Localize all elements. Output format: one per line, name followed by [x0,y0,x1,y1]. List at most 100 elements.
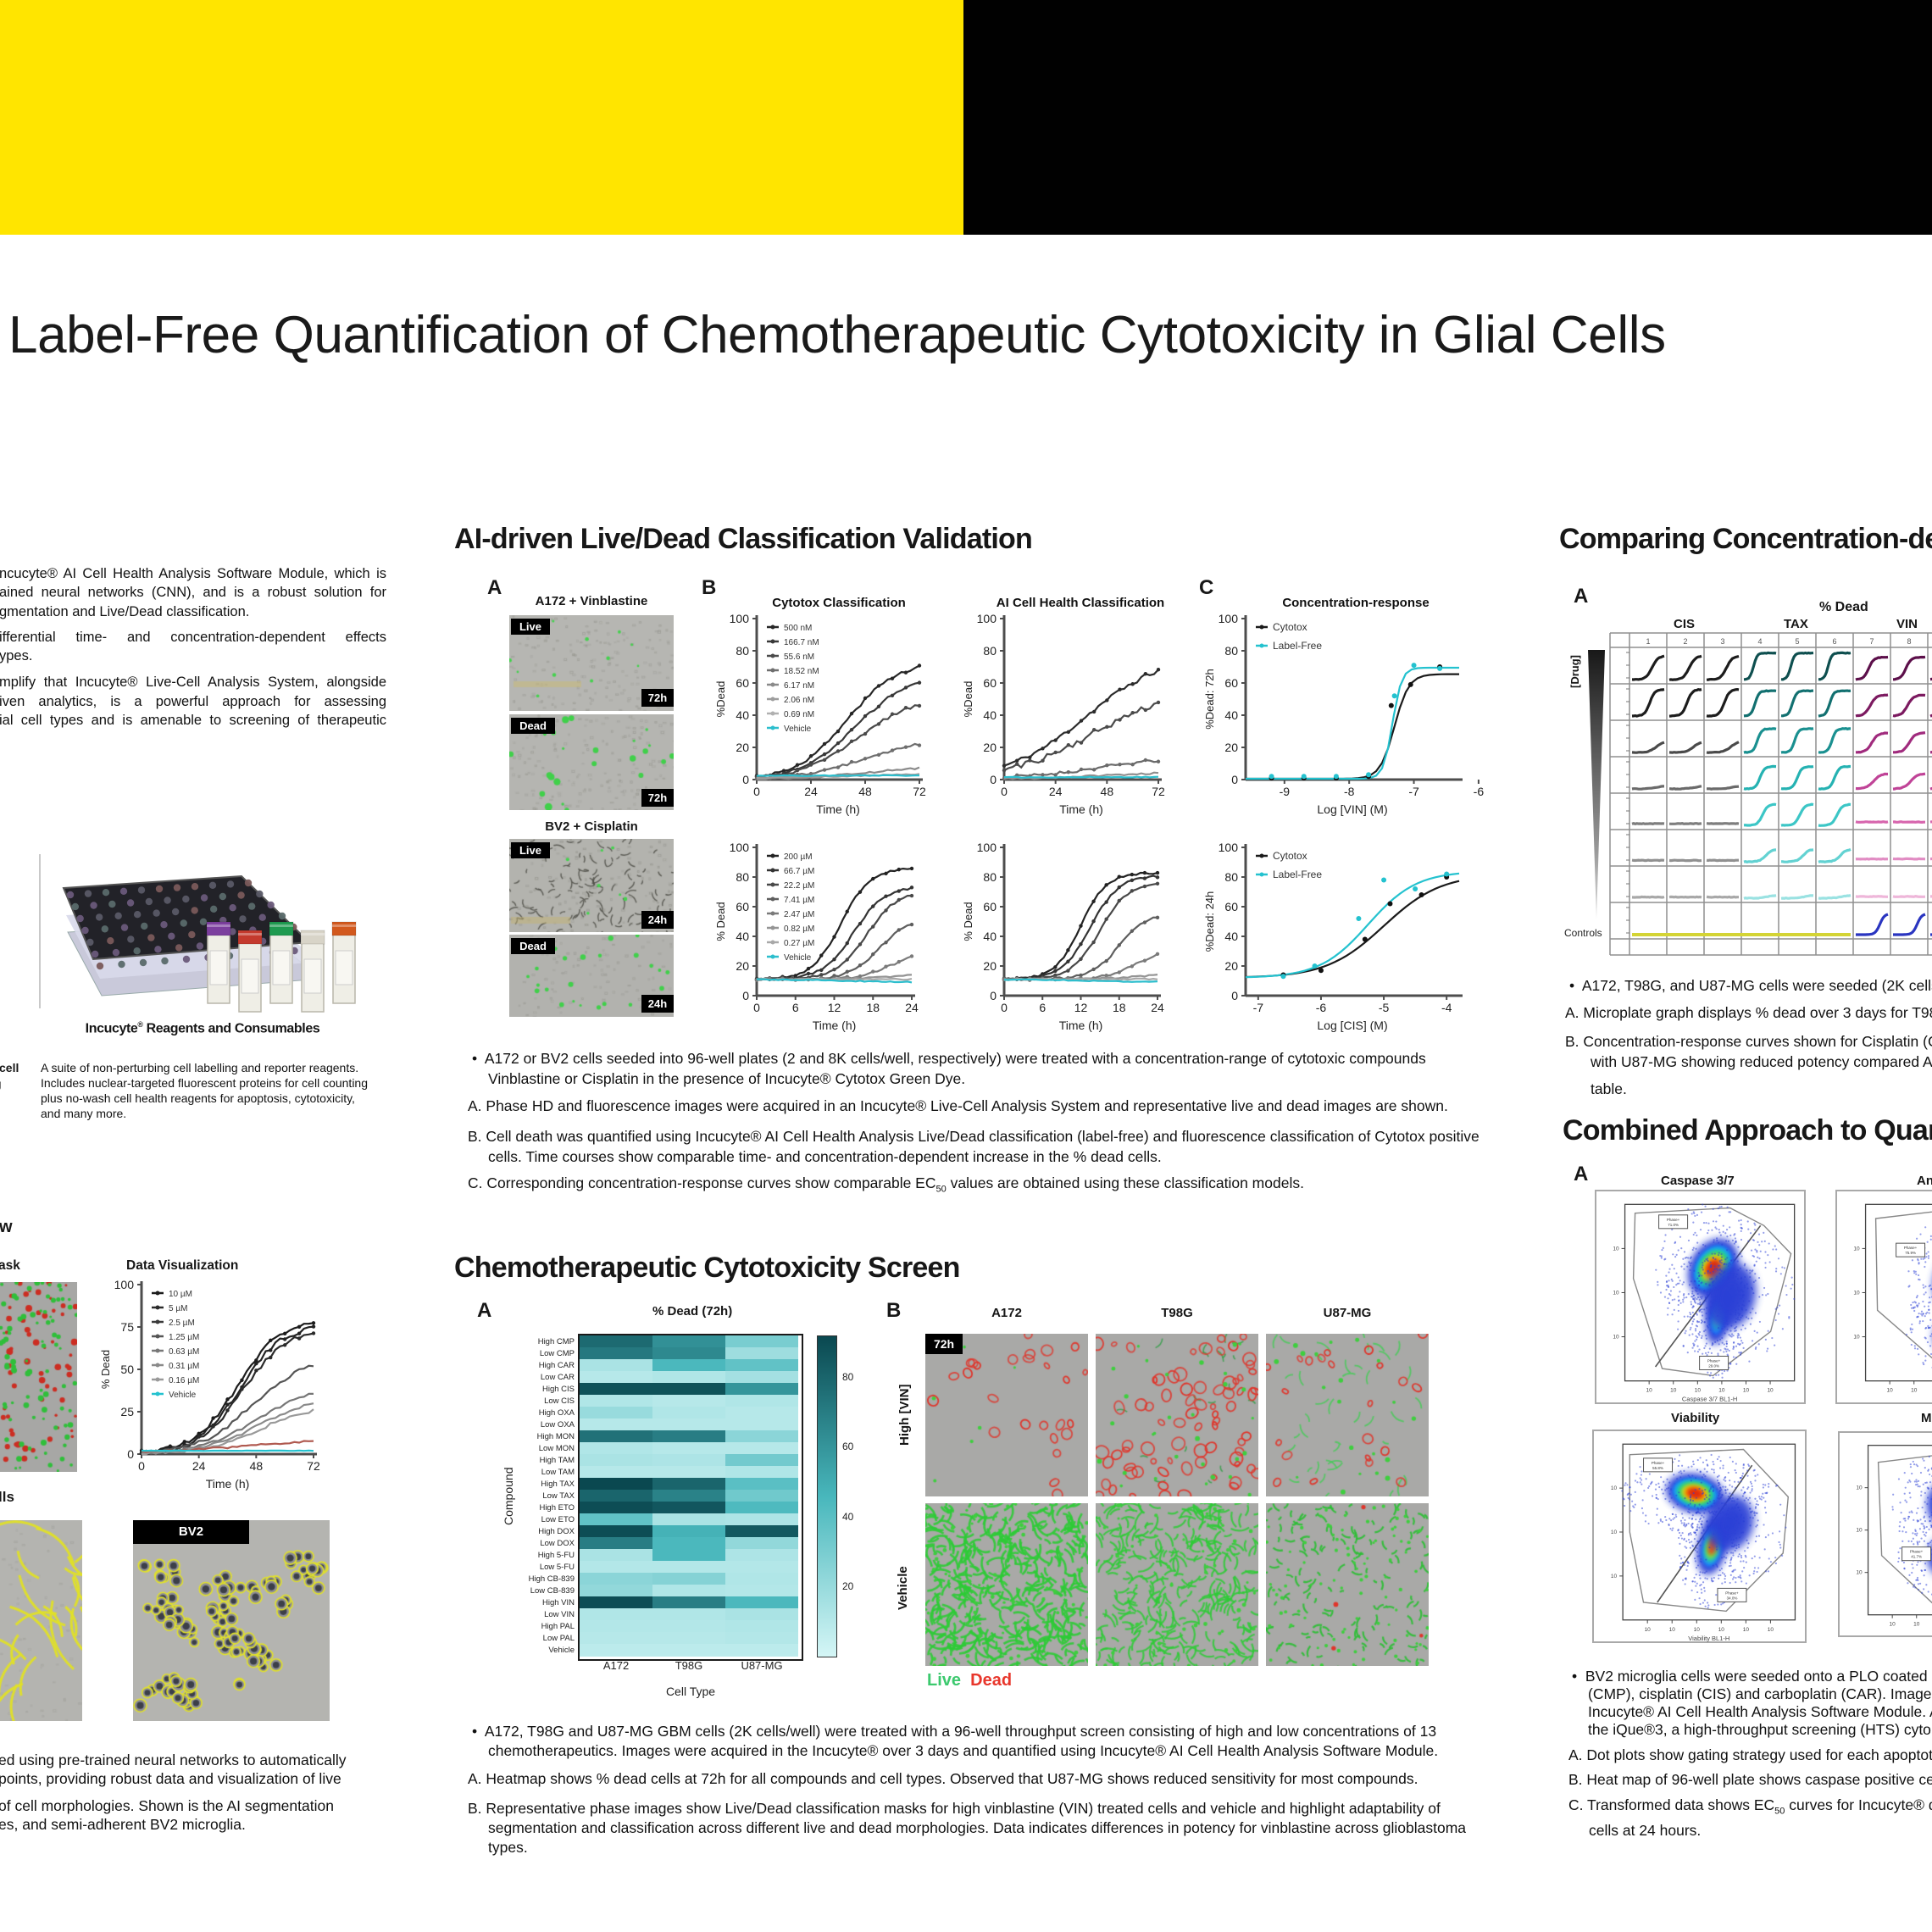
svg-text:3: 3 [1720,637,1724,646]
svg-text:2.47 µM: 2.47 µM [784,910,814,919]
svg-text:Phase+: Phase+ [1707,1358,1721,1363]
svg-text:Phase+: Phase+ [1904,1246,1918,1250]
svg-text:100: 100 [1219,612,1239,625]
svg-text:10: 10 [1718,1627,1725,1633]
svg-text:60: 60 [1224,676,1238,690]
svg-text:80: 80 [736,644,749,658]
svg-text:40: 40 [983,930,997,943]
svg-text:0: 0 [1001,1001,1008,1014]
svg-text:10: 10 [1887,1388,1894,1394]
svg-text:1.25 µM: 1.25 µM [169,1333,199,1342]
svg-text:10: 10 [1613,1335,1619,1341]
svg-text:%Dead: %Dead [962,681,974,718]
svg-text:Log [CIS] (M): Log [CIS] (M) [1317,1019,1387,1032]
svg-text:Vehicle: Vehicle [784,953,812,963]
svg-text:24: 24 [1151,1001,1164,1014]
svg-text:10 µM: 10 µM [169,1290,192,1299]
svg-text:10: 10 [1768,1627,1774,1633]
svg-text:20: 20 [983,741,997,754]
svg-text:Phase+: Phase+ [1910,1550,1924,1554]
svg-text:22.2 µM: 22.2 µM [784,881,814,891]
svg-text:% Dead: % Dead [962,902,974,941]
svg-text:Time (h): Time (h) [1059,802,1103,816]
svg-text:-7: -7 [1408,785,1419,798]
svg-text:10: 10 [1913,1622,1920,1628]
svg-text:24: 24 [804,785,818,798]
svg-text:60: 60 [1224,900,1238,913]
svg-text:10: 10 [1853,1246,1860,1252]
svg-text:12: 12 [1074,1001,1088,1014]
svg-text:55.6 nM: 55.6 nM [784,652,814,662]
svg-text:20: 20 [1224,959,1238,973]
svg-text:66.7 µM: 66.7 µM [784,867,814,876]
svg-text:10: 10 [1669,1627,1676,1633]
svg-text:6.17 nM: 6.17 nM [784,681,814,691]
svg-text:72: 72 [913,785,926,798]
svg-text:0.31 µM: 0.31 µM [169,1362,199,1371]
svg-text:40: 40 [1224,708,1238,722]
svg-text:100: 100 [114,1278,135,1291]
svg-text:40: 40 [736,930,749,943]
svg-text:8: 8 [1907,637,1911,646]
svg-text:80: 80 [736,870,749,884]
svg-text:Log [VIN] (M): Log [VIN] (M) [1317,802,1387,816]
svg-text:80: 80 [1224,870,1238,884]
svg-text:Concentration-response: Concentration-response [1282,596,1429,610]
svg-text:10: 10 [1646,1388,1653,1394]
svg-text:10: 10 [1856,1528,1863,1534]
svg-text:% Dead: % Dead [714,902,727,941]
svg-text:18: 18 [866,1001,880,1014]
svg-text:Label-Free: Label-Free [1273,869,1322,880]
svg-text:Phase+: Phase+ [1652,1461,1665,1465]
svg-text:0: 0 [753,785,760,798]
svg-text:%Dead: 24h: %Dead: 24h [1203,891,1216,952]
svg-text:40: 40 [736,708,749,722]
svg-text:10: 10 [1613,1290,1619,1296]
svg-text:25: 25 [120,1405,134,1418]
svg-text:10: 10 [1695,1388,1702,1394]
svg-text:5 µM: 5 µM [169,1304,187,1313]
svg-text:0: 0 [742,773,749,786]
svg-text:%Dead: 72h: %Dead: 72h [1203,669,1216,730]
svg-text:Label-Free: Label-Free [1273,640,1322,652]
svg-text:Vehicle: Vehicle [784,724,812,734]
svg-text:Phase+: Phase+ [1725,1591,1739,1595]
svg-text:7: 7 [1869,637,1874,646]
svg-text:Cytotox: Cytotox [1273,621,1307,633]
svg-text:-7: -7 [1253,1001,1264,1014]
svg-text:Time (h): Time (h) [1059,1019,1103,1032]
svg-text:20: 20 [983,959,997,973]
svg-text:200 µM: 200 µM [784,852,813,862]
svg-text:-5: -5 [1379,1001,1390,1014]
svg-text:0.27 µM: 0.27 µM [784,939,814,948]
svg-text:-4: -4 [1441,1001,1452,1014]
svg-text:10: 10 [1890,1622,1896,1628]
svg-text:48: 48 [1101,785,1114,798]
svg-text:6: 6 [1039,1001,1046,1014]
svg-text:24: 24 [905,1001,919,1014]
svg-text:Time (h): Time (h) [206,1477,250,1491]
svg-text:20: 20 [736,959,749,973]
svg-text:0.16 µM: 0.16 µM [169,1376,199,1385]
svg-text:-6: -6 [1316,1001,1327,1014]
svg-text:4: 4 [1757,637,1762,646]
svg-text:10: 10 [1743,1388,1750,1394]
svg-text:-9: -9 [1280,785,1291,798]
svg-text:-6: -6 [1474,785,1485,798]
svg-text:18: 18 [1113,1001,1126,1014]
svg-text:10: 10 [1611,1530,1618,1535]
svg-text:Time (h): Time (h) [816,802,860,816]
svg-text:2: 2 [1683,637,1687,646]
svg-text:%Dead: %Dead [714,681,727,718]
svg-text:0.69 nM: 0.69 nM [784,710,814,719]
svg-text:29.0%: 29.0% [1708,1363,1719,1368]
svg-text:1: 1 [1646,637,1650,646]
svg-text:20: 20 [1224,741,1238,754]
svg-text:100: 100 [730,612,750,625]
svg-text:AI Cell Health Classification: AI Cell Health Classification [997,596,1164,610]
svg-text:60: 60 [983,676,997,690]
svg-text:72: 72 [307,1459,320,1473]
svg-text:60: 60 [983,900,997,913]
svg-text:10: 10 [1856,1485,1863,1491]
svg-text:0: 0 [990,773,997,786]
